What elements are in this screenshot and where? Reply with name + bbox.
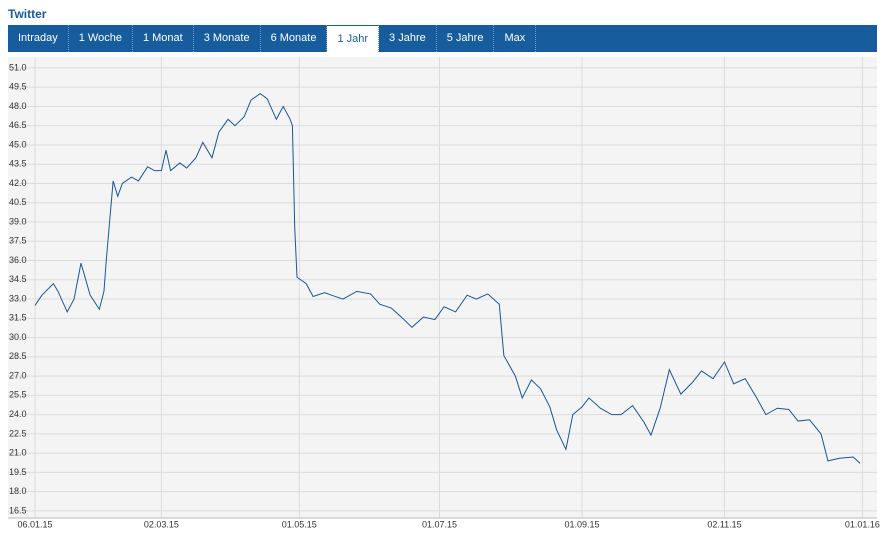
y-tick-label: 46.5 [9,120,27,130]
range-tab[interactable]: Intraday [8,25,69,52]
x-tick-label: 01.09.15 [564,519,599,529]
y-tick-label: 40.5 [9,197,27,207]
range-tab[interactable]: 6 Monate [261,25,328,52]
range-tab[interactable]: 1 Woche [69,25,133,52]
tab-bar: Intraday 1 Woche 1 Monat 3 Monate 6 Monate 1 … [8,25,877,52]
chart-title: Twitter [8,7,47,21]
y-tick-label: 27.0 [9,370,27,380]
y-tick-label: 21.0 [9,448,27,458]
range-tab[interactable]: 3 Monate [194,25,261,52]
y-tick-label: 25.5 [9,390,27,400]
y-tick-label: 42.0 [9,178,27,188]
x-tick-label: 02.03.15 [144,519,179,529]
range-tab[interactable]: 5 Jahre [437,25,495,52]
y-tick-label: 19.5 [9,467,27,477]
y-tick-label: 48.0 [9,101,27,111]
y-tick-label: 31.5 [9,313,27,323]
y-tick-label: 30.0 [9,332,27,342]
y-tick-label: 18.0 [9,486,27,496]
y-tick-label: 36.0 [9,255,27,265]
range-tab[interactable]: 1 Jahr [327,25,380,52]
y-tick-label: 16.5 [9,505,27,515]
y-tick-label: 34.5 [9,274,27,284]
x-tick-label: 01.07.15 [422,519,457,529]
range-tab[interactable]: 1 Monat [133,25,194,52]
y-tick-label: 28.5 [9,351,27,361]
y-tick-label: 43.5 [9,159,27,169]
y-tick-label: 33.0 [9,293,27,303]
plot-background [8,57,877,518]
price-line [34,92,861,464]
range-tab[interactable]: Max [494,25,537,52]
x-tick-label: 02.11.15 [707,519,741,529]
y-tick-label: 45.0 [9,139,27,149]
y-tick-label: 39.0 [9,216,27,226]
x-tick-label: 01.05.15 [282,519,317,529]
y-tick-label: 22.5 [9,428,27,438]
range-tab[interactable]: 3 Jahre [379,25,437,52]
y-tick-label: 51.0 [9,62,27,72]
y-tick-label: 37.5 [9,236,27,246]
y-tick-label: 24.0 [9,409,27,419]
y-tick-label: 49.5 [9,82,27,92]
x-tick-label: 01.01.16 [845,519,880,529]
x-tick-label: 06.01.15 [17,519,52,529]
